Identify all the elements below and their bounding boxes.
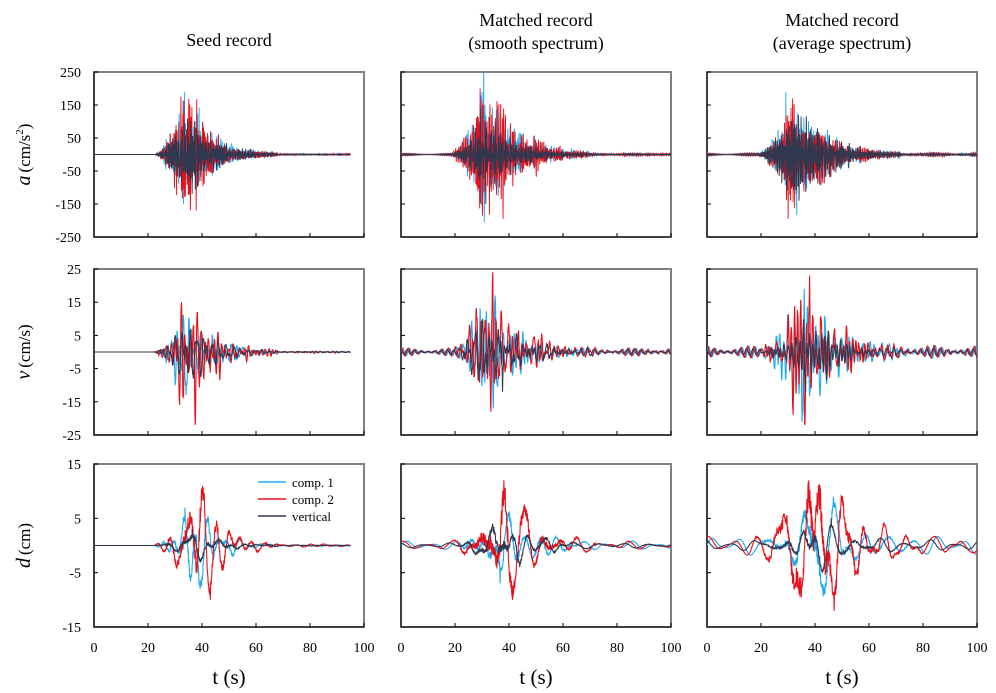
panel-acceleration-3 (706, 71, 978, 238)
y-tick-label: -250 (55, 231, 81, 246)
panel-acceleration-1 (93, 71, 365, 238)
y-label-superscript: 2 (14, 129, 26, 135)
series-vertical-line (401, 108, 671, 205)
column-title-2-line-1: Matched record (479, 10, 592, 30)
y-tick-label: 25 (67, 263, 81, 278)
x-tick-label: 100 (354, 641, 375, 656)
x-tick-label: 40 (195, 641, 209, 656)
x-tick-label: 80 (610, 641, 624, 656)
y-label-variable: d (13, 557, 35, 568)
x-axis-label: t (s) (212, 665, 245, 689)
x-axis-label: t (s) (519, 665, 552, 689)
series-vertical-line (401, 523, 671, 568)
x-tick-label: 60 (556, 641, 570, 656)
y-tick-label: -15 (62, 396, 81, 411)
x-tick-label: 20 (448, 641, 462, 656)
series-comp-2-line (401, 480, 671, 600)
legend-label: comp. 2 (292, 492, 334, 507)
y-label-close: ) (15, 124, 34, 130)
y-tick-label: -15 (62, 621, 81, 636)
y-tick-label: 250 (60, 66, 81, 81)
x-tick-label: 0 (704, 641, 711, 656)
x-tick-label: 20 (141, 641, 155, 656)
series-vertical-line (94, 118, 351, 195)
y-label-variable: a (13, 175, 35, 185)
legend-label: vertical (292, 509, 331, 524)
panel-velocity-3 (706, 268, 978, 436)
series-comp-2-line (707, 480, 977, 611)
y-axis-label-velocity: v (cm/s) (13, 324, 35, 379)
x-tick-label: 60 (862, 641, 876, 656)
y-axis-label-displacement: d (cm) (13, 523, 35, 568)
series-vertical-line (707, 114, 977, 201)
legend: comp. 1 comp. 2 vertical (258, 475, 334, 524)
series-comp-2-line (94, 302, 351, 426)
y-tick-label: 15 (67, 458, 81, 473)
series-comp-1-line (707, 496, 977, 597)
x-tick-label: 80 (303, 641, 317, 656)
y-tick-label: -50 (62, 165, 81, 180)
x-tick-label: 100 (967, 641, 988, 656)
y-tick-label: 5 (74, 329, 81, 344)
panel-velocity-2 (400, 268, 672, 436)
series-comp-2-line (401, 272, 671, 412)
x-axis-label: t (s) (825, 665, 858, 689)
legend-label: comp. 1 (292, 475, 334, 490)
x-tick-label: 0 (91, 641, 98, 656)
column-title-2-line-2: (smooth spectrum) (468, 33, 603, 54)
column-title-1-line-1: Seed record (186, 30, 271, 50)
y-label-unit: (cm/s (15, 135, 34, 173)
panel-displacement-2 (400, 463, 672, 628)
column-title-3-line-1: Matched record (785, 10, 898, 30)
series-vertical-line (707, 318, 977, 392)
panel-displacement-1 (93, 463, 365, 628)
y-label-variable: v (13, 371, 35, 380)
x-tick-label: 40 (502, 641, 516, 656)
panel-displacement-3 (706, 463, 978, 628)
y-tick-label: 150 (60, 99, 81, 114)
x-tick-label: 100 (661, 641, 682, 656)
series-vertical-line (401, 318, 671, 392)
y-tick-label: 50 (67, 132, 81, 147)
x-tick-label: 80 (916, 641, 930, 656)
y-tick-label: 5 (74, 512, 81, 527)
y-tick-label: -25 (62, 429, 81, 444)
column-title-3-line-2: (average spectrum) (773, 33, 911, 54)
y-tick-label: -5 (69, 567, 81, 582)
series-vertical-line (94, 328, 351, 379)
series-vertical-line (707, 518, 977, 573)
y-tick-label: -150 (55, 198, 81, 213)
panel-acceleration-2 (400, 71, 672, 238)
y-label-unit: (cm) (15, 523, 34, 555)
y-axis-label-acceleration: a (cm/s2) (13, 124, 35, 186)
series-comp-1-line (401, 511, 671, 584)
series-vertical-line (94, 529, 351, 564)
x-tick-label: 20 (754, 641, 768, 656)
y-tick-label: 15 (67, 296, 81, 311)
series-comp-1-line (707, 288, 977, 422)
y-label-unit: (cm/s) (15, 324, 34, 367)
x-tick-label: 40 (808, 641, 822, 656)
x-tick-label: 0 (398, 641, 405, 656)
x-tick-label: 60 (249, 641, 263, 656)
y-tick-label: -5 (69, 363, 81, 378)
panel-velocity-1 (93, 268, 365, 436)
